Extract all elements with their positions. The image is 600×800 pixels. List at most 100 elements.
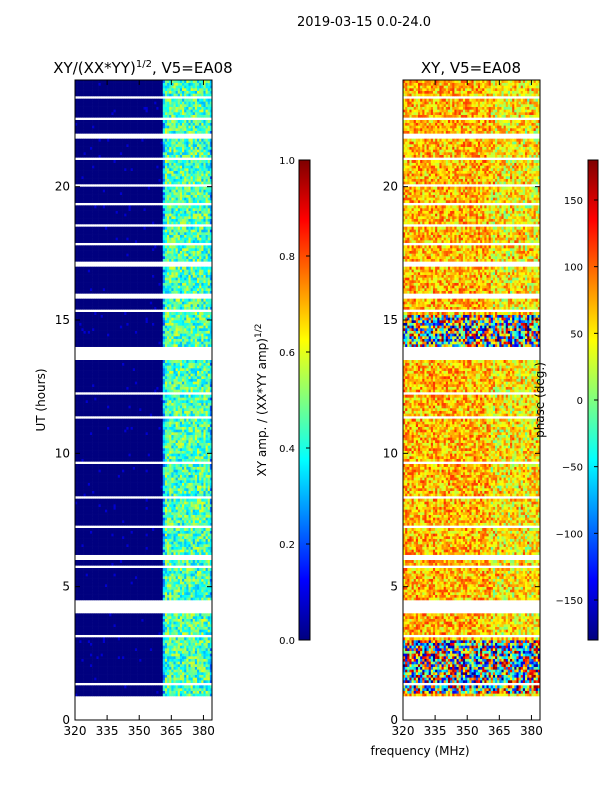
heatmap-cell bbox=[117, 536, 121, 539]
heatmap-cell bbox=[158, 677, 161, 681]
heatmap-cell bbox=[89, 504, 93, 507]
heatmap-cell bbox=[122, 578, 125, 582]
heatmap-cell bbox=[160, 693, 164, 697]
heatmap-cell bbox=[98, 613, 101, 617]
heatmap-cell bbox=[169, 597, 172, 601]
heatmap-cell bbox=[201, 677, 204, 681]
heatmap-cell bbox=[171, 464, 174, 467]
heatmap-cell bbox=[79, 586, 82, 590]
heatmap-cell bbox=[162, 594, 166, 598]
heatmap-cell bbox=[96, 584, 99, 587]
heatmap-cell bbox=[154, 661, 157, 665]
heatmap-cell bbox=[134, 490, 138, 494]
heatmap-cell bbox=[147, 477, 151, 481]
heatmap-cell bbox=[171, 581, 174, 585]
heatmap-cell bbox=[164, 613, 168, 617]
heatmap-cell bbox=[128, 546, 131, 550]
heatmap-cell bbox=[145, 514, 149, 518]
heatmap-cell bbox=[188, 629, 191, 633]
heatmap-cell bbox=[203, 544, 206, 547]
heatmap-cell bbox=[177, 616, 181, 619]
heatmap-cell bbox=[134, 688, 138, 691]
heatmap-cell bbox=[143, 549, 146, 553]
heatmap-cell bbox=[81, 637, 84, 641]
heatmap-cell bbox=[154, 650, 157, 654]
heatmap-cell bbox=[134, 584, 138, 587]
heatmap-cell bbox=[96, 512, 99, 515]
heatmap-cell bbox=[141, 466, 144, 470]
heatmap-cell bbox=[207, 517, 211, 521]
heatmap-cell bbox=[182, 544, 185, 547]
heatmap-cell bbox=[169, 661, 172, 665]
heatmap-cell bbox=[156, 568, 159, 571]
heatmap-cell bbox=[75, 690, 78, 694]
heatmap-cell bbox=[194, 453, 198, 457]
heatmap-cell bbox=[109, 616, 112, 619]
heatmap-cell bbox=[203, 613, 206, 617]
heatmap-cell bbox=[81, 666, 84, 670]
heatmap-cell bbox=[173, 632, 176, 635]
heatmap-cell bbox=[79, 501, 82, 505]
heatmap-cell bbox=[132, 541, 136, 545]
heatmap-cell bbox=[83, 480, 86, 483]
heatmap-cell bbox=[77, 626, 80, 630]
heatmap-cell bbox=[177, 517, 181, 521]
heatmap-cell bbox=[171, 533, 174, 537]
heatmap-cell bbox=[89, 512, 93, 515]
heatmap-cell bbox=[100, 589, 104, 593]
heatmap-cell bbox=[179, 613, 183, 617]
heatmap-cell bbox=[83, 666, 86, 670]
heatmap-cell bbox=[94, 584, 97, 587]
heatmap-cell bbox=[107, 669, 110, 673]
heatmap-cell bbox=[164, 637, 168, 641]
heatmap-cell bbox=[197, 650, 200, 654]
heatmap-cell bbox=[83, 498, 86, 502]
heatmap-cell bbox=[122, 592, 125, 595]
heatmap-cell bbox=[197, 648, 200, 651]
heatmap-cell bbox=[85, 626, 89, 630]
heatmap-cell bbox=[152, 466, 155, 470]
heatmap-cell bbox=[203, 626, 206, 630]
heatmap-cell bbox=[128, 589, 131, 593]
heatmap-cell bbox=[113, 664, 116, 667]
heatmap-cell bbox=[149, 669, 153, 673]
heatmap-cell bbox=[162, 560, 166, 563]
heatmap-cell bbox=[111, 477, 114, 481]
heatmap-cell bbox=[152, 621, 155, 625]
heatmap-cell bbox=[179, 466, 183, 470]
heatmap-cell bbox=[85, 666, 89, 670]
heatmap-cell bbox=[149, 645, 153, 649]
heatmap-cell bbox=[209, 648, 212, 651]
heatmap-cell bbox=[175, 504, 179, 507]
heatmap-cell bbox=[188, 573, 191, 577]
heatmap-cell bbox=[197, 504, 200, 507]
heatmap-cell bbox=[167, 530, 170, 534]
heatmap-cell bbox=[199, 597, 202, 601]
heatmap-cell bbox=[83, 493, 86, 497]
heatmap-cell bbox=[139, 650, 142, 654]
heatmap-cell bbox=[162, 562, 166, 566]
heatmap-cell bbox=[169, 560, 172, 563]
heatmap-cell bbox=[107, 589, 110, 593]
heatmap-cell bbox=[162, 592, 166, 595]
heatmap-cell bbox=[147, 621, 151, 625]
heatmap-cell bbox=[102, 469, 106, 473]
heatmap-cell bbox=[81, 672, 84, 675]
heatmap-cell bbox=[83, 453, 86, 457]
heatmap-cell bbox=[160, 472, 164, 475]
heatmap-cell bbox=[134, 464, 138, 467]
heatmap-cell bbox=[207, 616, 211, 619]
heatmap-cell bbox=[171, 512, 174, 515]
heatmap-cell bbox=[154, 621, 157, 625]
heatmap-cell bbox=[197, 493, 200, 497]
heatmap-cell bbox=[207, 640, 211, 643]
heatmap-cell bbox=[75, 456, 78, 459]
heatmap-cell bbox=[167, 498, 170, 502]
heatmap-cell bbox=[207, 645, 211, 649]
heatmap-cell bbox=[179, 573, 183, 577]
heatmap-cell bbox=[119, 490, 123, 494]
heatmap-cell bbox=[197, 637, 200, 641]
heatmap-cell bbox=[188, 464, 191, 467]
heatmap-cell bbox=[199, 688, 202, 691]
heatmap-cell bbox=[113, 650, 116, 654]
